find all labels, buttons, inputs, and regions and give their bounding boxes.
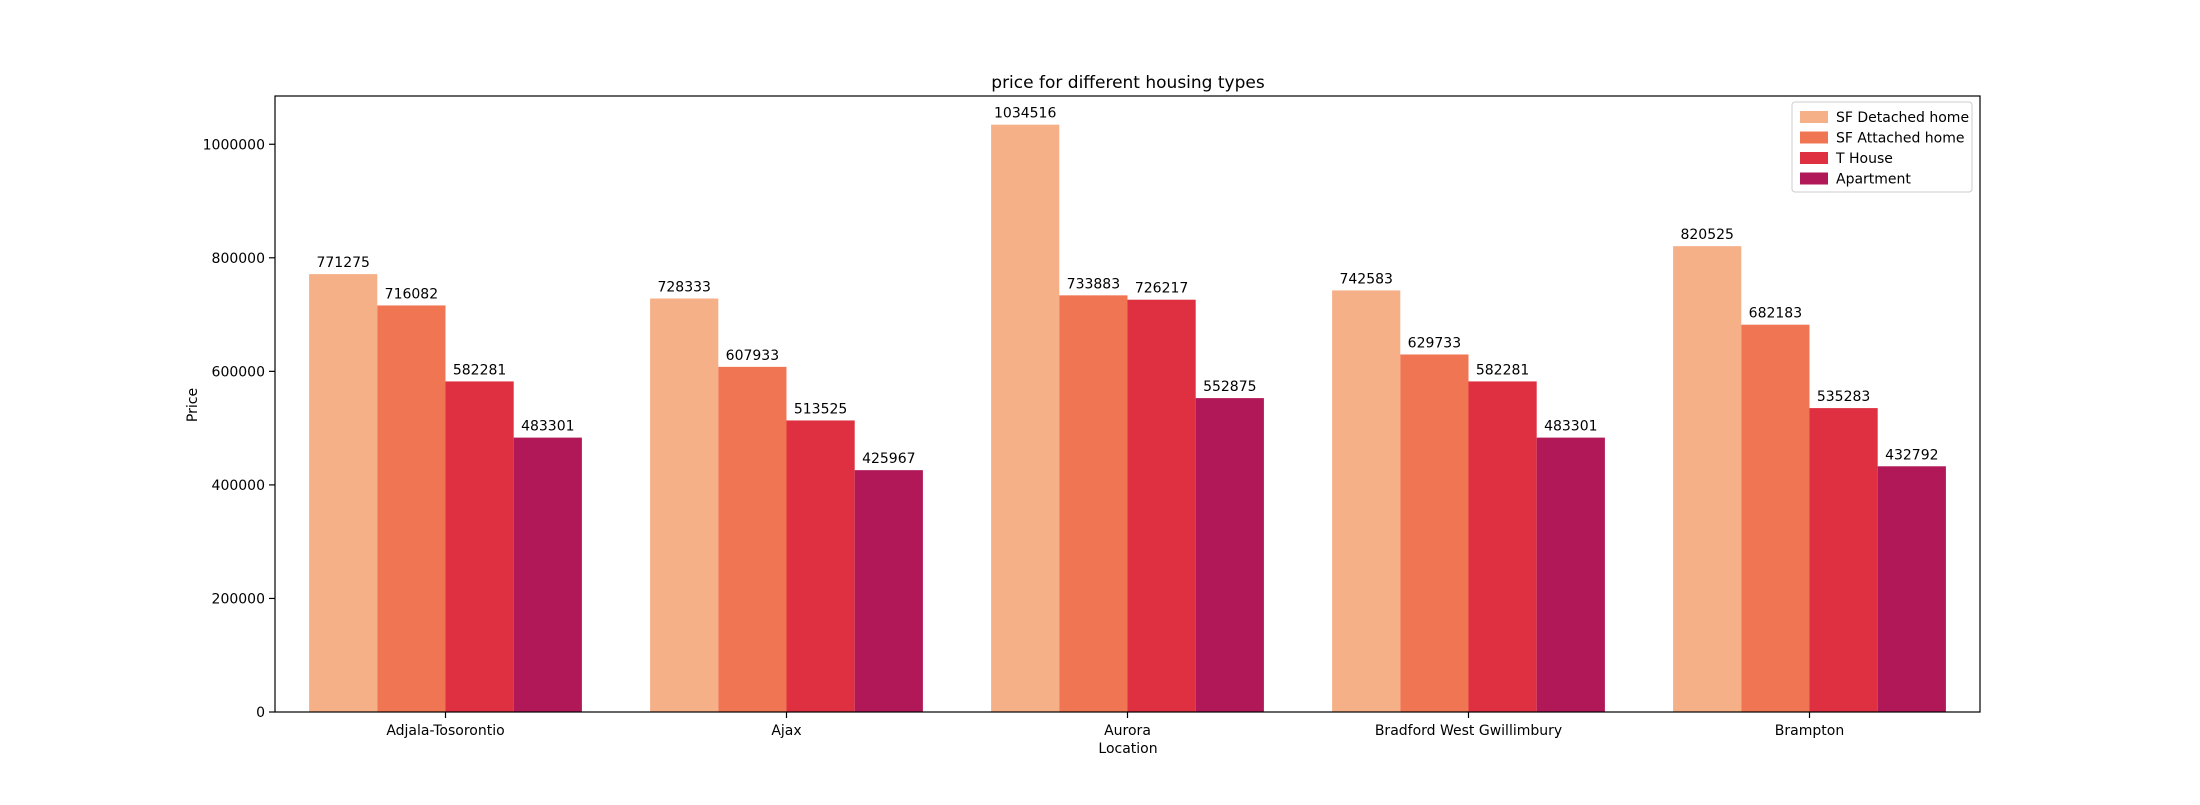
bar (513, 437, 582, 712)
bar (1059, 295, 1128, 712)
data-label: 771275 (316, 255, 369, 271)
bar (1127, 299, 1196, 712)
y-tick-label: 200000 (212, 591, 265, 607)
bar (309, 274, 378, 712)
y-tick-label: 600000 (212, 364, 265, 380)
bar (1741, 324, 1810, 712)
legend: SF Detached home SF Attached home T House A… (1791, 101, 1973, 193)
data-label: 728333 (657, 279, 710, 295)
bar (1195, 398, 1264, 712)
bar (854, 470, 923, 712)
x-tick-label: Bradford West Gwillimbury (1375, 723, 1562, 739)
legend-label: SF Detached home (1836, 110, 1969, 126)
y-tick-label: 800000 (212, 251, 265, 267)
x-axis-label: Location (1098, 741, 1157, 757)
data-label: 425967 (862, 451, 915, 467)
x-tick-label: Ajax (771, 723, 801, 739)
data-label: 733883 (1067, 276, 1120, 292)
legend-box (1791, 101, 1973, 193)
data-label: 513525 (794, 401, 847, 417)
bar (1536, 437, 1605, 712)
y-axis-label: Price (185, 388, 201, 422)
legend-swatch (1800, 131, 1828, 144)
bar (650, 298, 719, 712)
bar (1400, 354, 1469, 712)
legend-label: SF Attached home (1836, 131, 1965, 147)
data-label: 582281 (453, 362, 506, 378)
legend-swatch (1800, 172, 1828, 185)
y-tick-label: 1000000 (203, 137, 265, 153)
x-axis: Adjala-Tosorontio Ajax Aurora Bradford West… (386, 712, 1844, 739)
bar (991, 124, 1060, 713)
chart-title: price for different housing types (991, 73, 1265, 93)
y-axis: 0 200000 400000 600000 800000 1000000 (203, 137, 275, 721)
bar (718, 366, 787, 712)
bar (786, 420, 855, 712)
data-label: 552875 (1203, 379, 1256, 395)
x-tick-label: Aurora (1104, 723, 1151, 739)
data-label: 607933 (726, 348, 779, 364)
data-label: 726217 (1135, 281, 1188, 297)
bar (1877, 466, 1946, 712)
data-label: 582281 (1476, 362, 1529, 378)
legend-label: T House (1835, 151, 1893, 167)
legend-label: Apartment (1836, 172, 1911, 188)
bar (1468, 381, 1537, 712)
data-labels-layer: 771275 716082 582281 483301 728333 607933 5135… (316, 106, 1938, 467)
x-tick-label: Adjala-Tosorontio (386, 723, 504, 739)
data-label: 1034516 (994, 106, 1056, 122)
legend-swatch (1800, 152, 1828, 164)
bars-layer (309, 124, 1946, 713)
y-tick-label: 400000 (212, 478, 265, 494)
data-label: 742583 (1339, 271, 1392, 287)
plot-frame (274, 95, 1981, 713)
data-label: 483301 (521, 419, 574, 435)
data-label: 629733 (1408, 335, 1461, 351)
bar (1673, 246, 1742, 712)
data-label: 535283 (1817, 389, 1870, 405)
legend-swatch (1800, 111, 1828, 123)
data-label: 716082 (385, 286, 438, 302)
data-label: 483301 (1544, 419, 1597, 435)
bar (1809, 408, 1878, 712)
bar (1332, 290, 1401, 712)
bar (445, 381, 514, 712)
data-label: 682183 (1749, 306, 1802, 322)
x-tick-label: Brampton (1775, 723, 1844, 739)
data-label: 432792 (1885, 447, 1938, 463)
y-tick-label: 0 (256, 705, 265, 721)
data-label: 820525 (1680, 227, 1733, 243)
bar (377, 305, 446, 712)
